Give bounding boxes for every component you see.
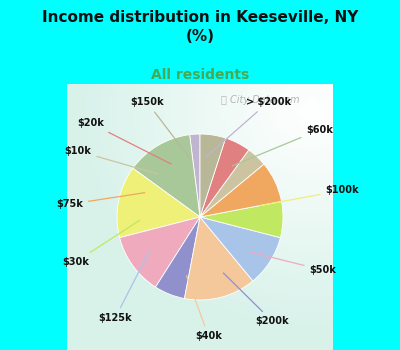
Wedge shape: [156, 217, 200, 299]
Text: $125k: $125k: [98, 251, 150, 323]
Wedge shape: [200, 164, 282, 217]
Text: $40k: $40k: [186, 276, 222, 341]
Text: $10k: $10k: [64, 146, 158, 174]
Wedge shape: [117, 168, 200, 238]
Text: $75k: $75k: [56, 193, 145, 209]
Text: $200k: $200k: [223, 273, 289, 326]
Text: $30k: $30k: [62, 220, 140, 267]
Wedge shape: [200, 138, 249, 217]
Text: $60k: $60k: [232, 125, 333, 166]
Text: $150k: $150k: [130, 97, 189, 158]
Text: All residents: All residents: [151, 68, 249, 82]
Wedge shape: [133, 135, 200, 217]
Wedge shape: [190, 134, 200, 217]
Wedge shape: [120, 217, 200, 287]
Text: $50k: $50k: [250, 252, 336, 275]
Wedge shape: [200, 150, 264, 217]
Wedge shape: [200, 202, 283, 238]
Wedge shape: [200, 217, 280, 281]
Wedge shape: [184, 217, 253, 300]
Text: ⦾ City-Data.com: ⦾ City-Data.com: [221, 94, 300, 105]
Wedge shape: [200, 134, 226, 217]
Text: $100k: $100k: [260, 186, 359, 205]
Text: Income distribution in Keeseville, NY
(%): Income distribution in Keeseville, NY (%…: [42, 10, 358, 44]
Text: $20k: $20k: [77, 118, 171, 164]
Text: > $200k: > $200k: [206, 97, 291, 157]
